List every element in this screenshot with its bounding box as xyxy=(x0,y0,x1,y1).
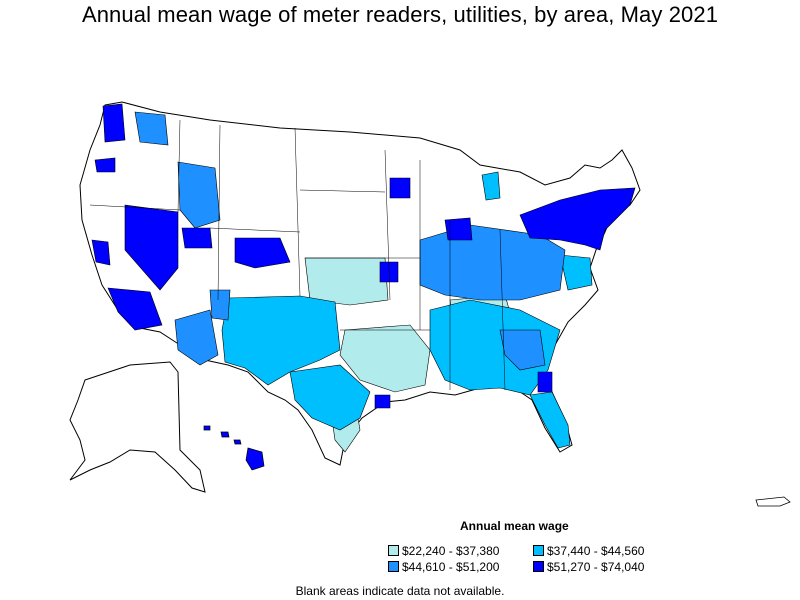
region-virginia xyxy=(559,254,593,291)
legend-item-2: $37,440 - $44,560 xyxy=(533,545,644,557)
region-south-central xyxy=(339,324,431,393)
region-florida-north xyxy=(537,371,553,393)
legend-item-4: $51,270 - $74,040 xyxy=(533,561,644,573)
legend-title: Annual mean wage xyxy=(460,519,569,533)
puerto-rico xyxy=(755,496,791,507)
region-washington-west xyxy=(102,103,126,143)
region-texas xyxy=(289,364,371,431)
legend-swatch-2 xyxy=(533,545,544,556)
region-oregon-portland xyxy=(94,157,116,173)
state-boundaries xyxy=(89,119,506,391)
legend-label-3: $44,610 - $51,200 xyxy=(402,560,500,574)
footnote: Blank areas indicate data not available. xyxy=(295,584,505,598)
legend-swatch-3 xyxy=(388,561,399,572)
alaska-outline xyxy=(69,361,206,493)
legend-swatch-4 xyxy=(533,561,544,572)
legend-label-1: $22,240 - $37,380 xyxy=(402,544,500,558)
region-ohio-valley xyxy=(419,224,566,301)
legend-item-3: $44,610 - $51,200 xyxy=(388,561,499,573)
legend-label-4: $51,270 - $74,040 xyxy=(547,560,645,574)
legend-label-2: $37,440 - $44,560 xyxy=(547,544,645,558)
region-arizona xyxy=(174,309,219,366)
region-northeast xyxy=(519,187,636,251)
region-texas-houston xyxy=(374,394,391,409)
map-title: Annual mean wage of meter readers, utili… xyxy=(81,2,719,27)
region-nevada xyxy=(124,204,179,291)
region-minnesota xyxy=(389,177,411,199)
legend-item-1: $22,240 - $37,380 xyxy=(388,545,499,557)
region-california-south xyxy=(107,287,163,331)
region-great-lakes xyxy=(444,217,473,241)
region-utah xyxy=(181,227,213,249)
region-colorado-south xyxy=(209,289,231,321)
region-kansas-oklahoma xyxy=(304,257,389,306)
region-idaho xyxy=(177,161,221,229)
region-florida xyxy=(529,391,571,449)
region-michigan xyxy=(481,171,501,201)
region-california-bay xyxy=(91,239,111,266)
region-washington-east xyxy=(134,111,169,146)
region-georgia xyxy=(499,329,546,371)
hawaii-islands xyxy=(203,425,265,471)
legend-swatch-1 xyxy=(388,545,399,556)
region-colorado xyxy=(234,237,291,269)
